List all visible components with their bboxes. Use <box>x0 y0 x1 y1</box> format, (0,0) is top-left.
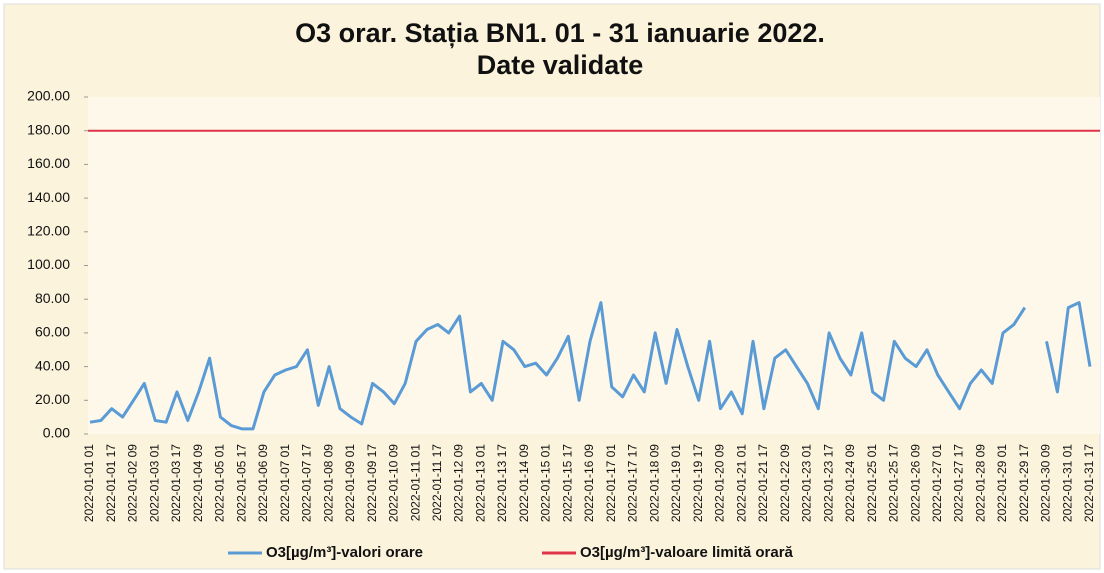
x-tick-label: 2022-01-20 09 <box>713 444 727 522</box>
x-tick-label: 2022-01-23 17 <box>821 444 835 522</box>
chart-title: O3 orar. Stația BN1. 01 - 31 ianuarie 20… <box>295 18 825 48</box>
x-tick-label: 2022-01-19 17 <box>691 444 705 522</box>
x-tick-label: 2022-01-02 09 <box>126 444 140 522</box>
x-tick-label: 2022-01-21 17 <box>756 444 770 522</box>
legend-label: O3[µg/m³]-valoare limită orară <box>580 544 794 561</box>
x-tick-label: 2022-01-19 01 <box>669 444 683 522</box>
x-tick-label: 2022-01-01 01 <box>82 444 96 522</box>
legend-label: O3[µg/m³]-valori orare <box>266 544 423 561</box>
y-tick-label: 80.00 <box>35 290 70 306</box>
data-line <box>89 301 1027 431</box>
y-tick-label: 140.00 <box>27 189 70 205</box>
x-tick-label: 2022-01-15 01 <box>539 444 553 522</box>
x-tick-label: 2022-01-07 17 <box>300 444 314 522</box>
x-tick-label: 2022-01-23 01 <box>800 444 814 522</box>
x-tick-label: 2022-01-26 09 <box>908 444 922 522</box>
x-tick-label: 2022-01-24 09 <box>843 444 857 522</box>
x-tick-label: 2022-01-05 01 <box>213 444 227 522</box>
y-tick-label: 60.00 <box>35 324 70 340</box>
x-tick-label: 2022-01-11 17 <box>430 444 444 522</box>
x-tick-label: 2022-01-09 17 <box>365 444 379 522</box>
y-tick-label: 120.00 <box>27 223 70 239</box>
x-tick-label: 2022-01-14 09 <box>517 444 531 522</box>
x-tick-label: 2022-01-30 09 <box>1039 444 1053 522</box>
x-tick-label: 2022-01-03 01 <box>147 444 161 522</box>
data-line <box>1045 301 1092 394</box>
x-tick-label: 2022-01-16 09 <box>582 444 596 522</box>
x-tick-label: 2022-01-29 17 <box>1017 444 1031 522</box>
x-tick-label: 2022-01-13 17 <box>495 444 509 522</box>
x-tick-label: 2022-01-13 01 <box>473 444 487 522</box>
x-tick-label: 2022-01-17 17 <box>626 444 640 522</box>
x-tick-label: 2022-01-04 09 <box>191 444 205 522</box>
x-tick-label: 2022-01-28 09 <box>973 444 987 522</box>
x-tick-label: 2022-01-09 01 <box>343 444 357 522</box>
plot-area <box>88 97 1100 434</box>
x-tick-label: 2022-01-11 01 <box>408 444 422 522</box>
y-tick-label: 200.00 <box>27 88 70 104</box>
x-tick-label: 2022-01-25 01 <box>865 444 879 522</box>
x-tick-label: 2022-01-10 09 <box>387 444 401 522</box>
x-tick-label: 2022-01-31 17 <box>1082 444 1096 522</box>
x-tick-label: 2022-01-17 01 <box>604 444 618 522</box>
x-tick-label: 2022-01-25 17 <box>887 444 901 522</box>
y-tick-label: 40.00 <box>35 357 70 373</box>
x-tick-label: 2022-01-12 09 <box>452 444 466 522</box>
x-tick-label: 2022-01-27 17 <box>952 444 966 522</box>
x-tick-label: 2022-01-01 17 <box>104 444 118 522</box>
x-tick-label: 2022-01-29 01 <box>995 444 1009 522</box>
y-tick-label: 100.00 <box>27 256 70 272</box>
y-tick-label: 180.00 <box>27 121 70 137</box>
x-tick-label: 2022-01-03 17 <box>169 444 183 522</box>
chart-title: Date validate <box>477 50 644 80</box>
x-tick-label: 2022-01-15 17 <box>560 444 574 522</box>
y-tick-label: 0.00 <box>43 425 70 441</box>
x-tick-label: 2022-01-05 17 <box>234 444 248 522</box>
y-tick-label: 160.00 <box>27 155 70 171</box>
y-tick-label: 20.00 <box>35 391 70 407</box>
x-tick-label: 2022-01-27 01 <box>930 444 944 522</box>
x-tick-label: 2022-01-06 09 <box>256 444 270 522</box>
x-tick-label: 2022-01-18 09 <box>647 444 661 522</box>
x-tick-label: 2022-01-08 09 <box>321 444 335 522</box>
x-tick-label: 2022-01-21 01 <box>734 444 748 522</box>
x-tick-label: 2022-01-07 01 <box>278 444 292 522</box>
x-tick-label: 2022-01-31 01 <box>1060 444 1074 522</box>
x-tick-label: 2022-01-22 09 <box>778 444 792 522</box>
